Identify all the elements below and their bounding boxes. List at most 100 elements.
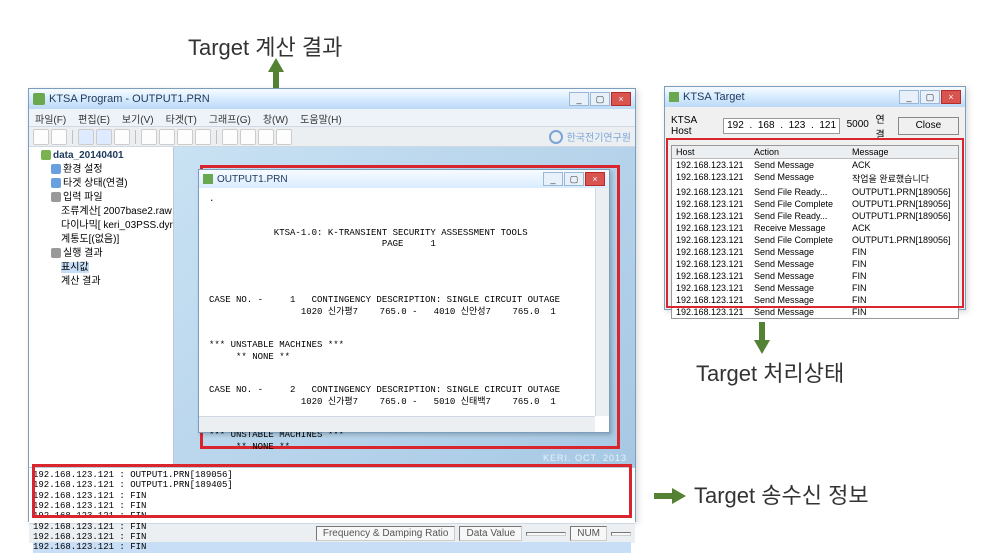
host-ip-input[interactable]: 192. 168. 123. 121 — [723, 118, 840, 134]
inner-titlebar[interactable]: OUTPUT1.PRN _ ▢ × — [199, 170, 609, 188]
ip-octet-3[interactable]: 123 — [789, 119, 806, 133]
ip-octet-1[interactable]: 192 — [727, 119, 744, 133]
tool-open-icon[interactable] — [33, 129, 49, 145]
log-line[interactable]: 192.168.123.121 : FIN — [33, 542, 631, 552]
target-close-x-button[interactable]: × — [941, 90, 961, 104]
table-row[interactable]: 192.168.123.121Send MessageFIN — [672, 246, 958, 258]
menu-window[interactable]: 창(W) — [263, 111, 288, 124]
table-row[interactable]: 192.168.123.121Send MessageFIN — [672, 282, 958, 294]
menu-file[interactable]: 파일(F) — [35, 111, 66, 124]
arrow-down-icon — [754, 340, 770, 354]
tool-help-icon[interactable] — [276, 129, 292, 145]
col-message[interactable]: Message — [848, 146, 958, 158]
ip-octet-2[interactable]: 168 — [758, 119, 775, 133]
log-line[interactable]: 192.168.123.121 : FIN — [33, 511, 631, 521]
tree-item-label: 환경 설정 — [63, 164, 103, 175]
main-titlebar[interactable]: KTSA Program - OUTPUT1.PRN _ ▢ × — [29, 89, 635, 109]
tool-paste-icon[interactable] — [177, 129, 193, 145]
inner-maximize-button[interactable]: ▢ — [564, 172, 584, 186]
project-tree[interactable]: data_20140401 환경 설정타겟 상태(연결)입력 파일조류계산[ 2… — [29, 147, 174, 467]
menu-help[interactable]: 도움말(H) — [300, 111, 341, 124]
toolbar-separator — [72, 130, 73, 144]
tree-item-icon — [51, 248, 61, 258]
cell-host: 192.168.123.121 — [672, 210, 750, 222]
cell-host: 192.168.123.121 — [672, 234, 750, 246]
col-host[interactable]: Host — [672, 146, 750, 158]
log-line[interactable]: 192.168.123.121 : FIN — [33, 501, 631, 511]
tool-stop-icon[interactable] — [96, 129, 112, 145]
tool-list-icon[interactable] — [258, 129, 274, 145]
menu-view[interactable]: 보기(V) — [122, 111, 154, 124]
tree-item[interactable]: 입력 파일조류계산[ 2007base2.raw ]다이나믹[ keri_03P… — [51, 191, 171, 247]
tree-child[interactable]: 다이나믹[ keri_03PSS.dyr ] — [61, 219, 171, 233]
col-action[interactable]: Action — [750, 146, 848, 158]
minimize-button[interactable]: _ — [569, 92, 589, 106]
target-minimize-button[interactable]: _ — [899, 90, 919, 104]
log-panel[interactable]: 192.168.123.121 : OUTPUT1.PRN[189056]192… — [29, 467, 635, 523]
tree-item[interactable]: 타겟 상태(연결) — [51, 177, 171, 191]
tree-item-label: 입력 파일 — [63, 192, 103, 203]
vertical-scrollbar[interactable] — [595, 188, 609, 416]
menu-graph[interactable]: 그래프(G) — [209, 111, 251, 124]
table-row[interactable]: 192.168.123.121Send MessageFIN — [672, 294, 958, 306]
main-title: KTSA Program - OUTPUT1.PRN — [49, 93, 210, 105]
close-button[interactable]: × — [611, 92, 631, 106]
cell-message: ACK — [848, 159, 958, 171]
tree-child[interactable]: 조류계산[ 2007base2.raw ] — [61, 205, 171, 219]
ip-octet-4[interactable]: 121 — [819, 119, 836, 133]
tree-item[interactable]: 실행 결과표시값계산 결과 — [51, 247, 171, 289]
cell-message: OUTPUT1.PRN[189056] — [848, 210, 958, 222]
log-line[interactable]: 192.168.123.121 : OUTPUT1.PRN[189056] — [33, 470, 631, 480]
target-maximize-button[interactable]: ▢ — [920, 90, 940, 104]
inner-title: OUTPUT1.PRN — [217, 174, 288, 185]
table-row[interactable]: 192.168.123.121Send MessageFIN — [672, 258, 958, 270]
tree-child[interactable]: 계통도[(없음)] — [61, 233, 171, 247]
cell-message: OUTPUT1.PRN[189056] — [848, 186, 958, 198]
tool-cascade-icon[interactable] — [222, 129, 238, 145]
target-table[interactable]: Host Action Message 192.168.123.121Send … — [671, 145, 959, 319]
menu-edit[interactable]: 편집(E) — [78, 111, 110, 124]
arrow-right-icon — [672, 488, 686, 504]
cell-message: ACK — [848, 222, 958, 234]
tree-child[interactable]: 계산 결과 — [61, 275, 171, 289]
tool-config-icon[interactable] — [114, 129, 130, 145]
horizontal-scrollbar[interactable] — [199, 416, 595, 432]
output-prn-window[interactable]: OUTPUT1.PRN _ ▢ × . KTSA-1.0: K-TRANSIEN… — [198, 169, 610, 433]
table-row[interactable]: 192.168.123.121Send Message작업을 완료했습니다 — [672, 171, 958, 186]
table-row[interactable]: 192.168.123.121Send File CompleteOUTPUT1… — [672, 198, 958, 210]
log-line[interactable]: 192.168.123.121 : FIN — [33, 532, 631, 542]
tree-child[interactable]: 표시값 — [61, 261, 171, 275]
tool-save-icon[interactable] — [51, 129, 67, 145]
table-row[interactable]: 192.168.123.121Send File Ready...OUTPUT1… — [672, 210, 958, 222]
connect-label[interactable]: 연결 — [876, 111, 894, 141]
cell-host: 192.168.123.121 — [672, 159, 750, 171]
inner-close-button[interactable]: × — [585, 172, 605, 186]
table-row[interactable]: 192.168.123.121Send MessageFIN — [672, 318, 958, 319]
toolbar-separator — [135, 130, 136, 144]
tool-cut-icon[interactable] — [141, 129, 157, 145]
table-row[interactable]: 192.168.123.121Send MessageFIN — [672, 306, 958, 318]
log-line[interactable]: 192.168.123.121 : OUTPUT1.PRN[189405] — [33, 480, 631, 490]
menubar: 파일(F) 편집(E) 보기(V) 타겟(T) 그래프(G) 창(W) 도움말(… — [29, 109, 635, 127]
log-line[interactable]: 192.168.123.121 : FIN — [33, 522, 631, 532]
table-row[interactable]: 192.168.123.121Send File CompleteOUTPUT1… — [672, 234, 958, 246]
maximize-button[interactable]: ▢ — [590, 92, 610, 106]
log-line[interactable]: 192.168.123.121 : FIN — [33, 491, 631, 501]
cell-action: Send File Ready... — [750, 210, 848, 222]
tree-root[interactable]: data_20140401 — [53, 150, 124, 161]
table-row[interactable]: 192.168.123.121Send MessageACK — [672, 159, 958, 171]
cell-message: 작업을 완료했습니다 — [848, 171, 958, 186]
table-row[interactable]: 192.168.123.121Send File Ready...OUTPUT1… — [672, 186, 958, 198]
table-row[interactable]: 192.168.123.121Receive MessageACK — [672, 222, 958, 234]
tool-print-icon[interactable] — [195, 129, 211, 145]
target-table-header: Host Action Message — [672, 146, 958, 159]
inner-minimize-button[interactable]: _ — [543, 172, 563, 186]
table-row[interactable]: 192.168.123.121Send MessageFIN — [672, 270, 958, 282]
close-session-button[interactable]: Close — [898, 117, 959, 135]
target-titlebar[interactable]: KTSA Target _ ▢ × — [665, 87, 965, 107]
tool-run-icon[interactable] — [78, 129, 94, 145]
tool-tile-icon[interactable] — [240, 129, 256, 145]
menu-target[interactable]: 타겟(T) — [166, 111, 197, 124]
tool-copy-icon[interactable] — [159, 129, 175, 145]
tree-item[interactable]: 환경 설정 — [51, 163, 171, 177]
